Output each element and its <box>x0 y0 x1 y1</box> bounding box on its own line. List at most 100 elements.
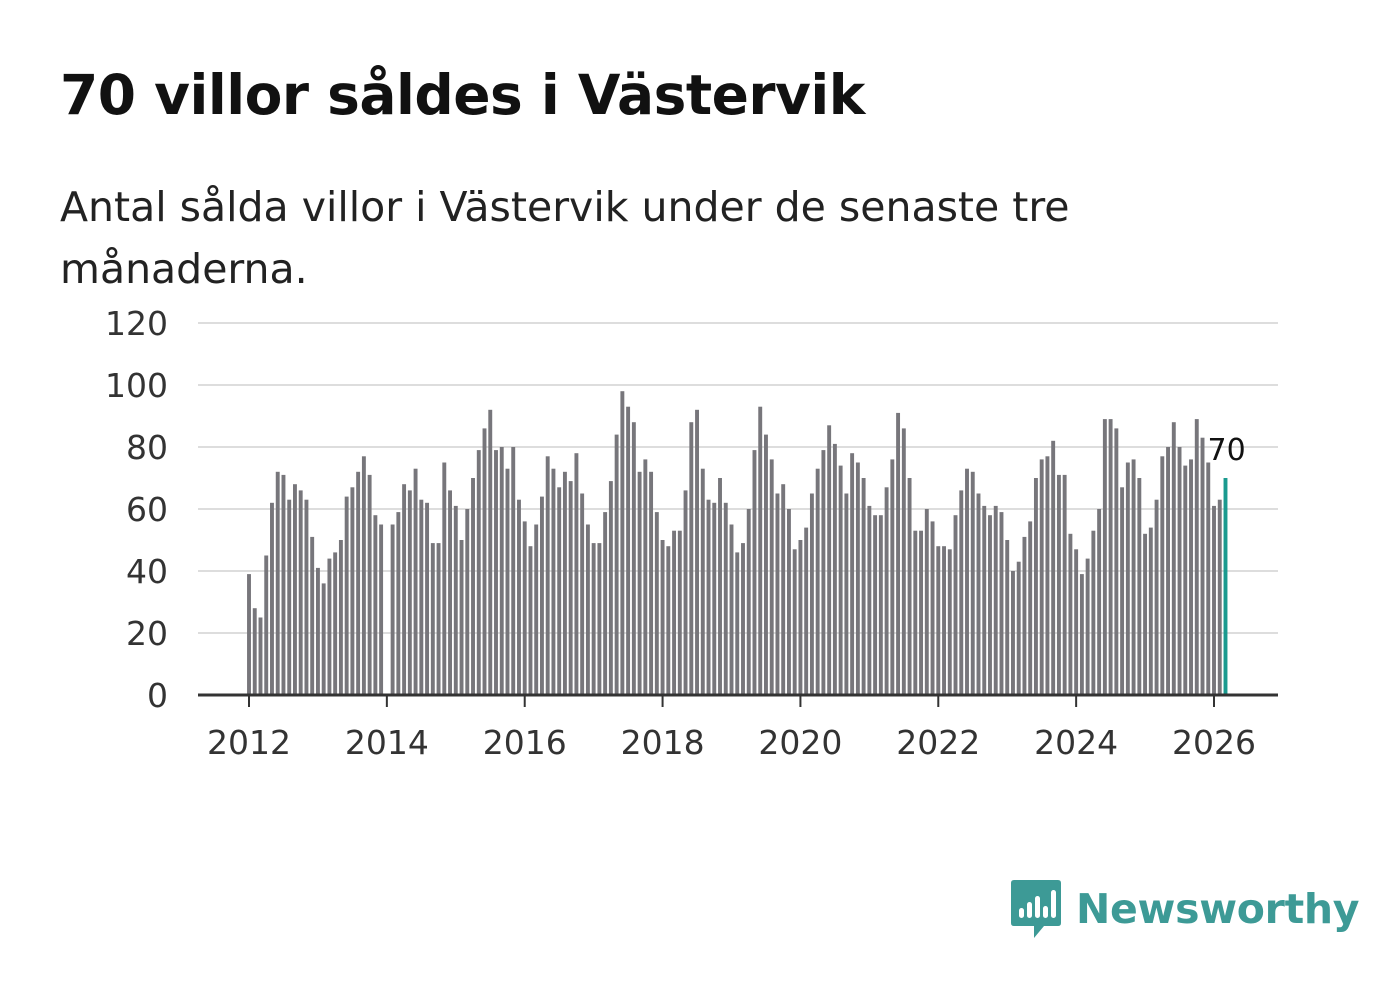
bar <box>850 453 855 695</box>
bar <box>1154 499 1159 695</box>
bar <box>695 409 699 695</box>
bar <box>965 468 969 695</box>
bar <box>959 490 964 695</box>
bar <box>700 468 705 695</box>
x-tick-label: 2016 <box>483 723 567 762</box>
bar <box>666 546 671 695</box>
bar <box>1102 419 1107 695</box>
bar <box>545 456 550 695</box>
bar <box>1212 505 1216 695</box>
bar <box>488 409 493 695</box>
bar <box>350 487 355 695</box>
bar <box>867 505 872 695</box>
bar <box>430 543 435 695</box>
bar <box>821 450 826 695</box>
bar <box>1005 540 1010 695</box>
bar <box>752 450 757 695</box>
y-tick-label: 20 <box>126 614 168 653</box>
y-tick-label: 100 <box>105 366 168 405</box>
bar <box>344 496 349 695</box>
bar <box>1217 499 1222 695</box>
bar <box>718 478 722 695</box>
bar <box>471 478 475 695</box>
bar <box>1189 459 1193 695</box>
bar <box>947 549 952 695</box>
bar <box>402 484 407 695</box>
bar <box>683 490 688 695</box>
bar <box>764 434 768 695</box>
bar <box>1200 437 1205 695</box>
bar <box>1177 447 1182 695</box>
bar <box>1114 428 1119 695</box>
bar <box>1045 456 1050 695</box>
bar <box>775 493 780 695</box>
bar <box>373 515 378 695</box>
bar <box>459 540 464 695</box>
bar <box>735 552 740 695</box>
bar <box>809 493 814 695</box>
bar <box>689 422 694 695</box>
bar <box>356 471 361 695</box>
bar <box>287 499 292 695</box>
bar <box>643 459 648 695</box>
bar <box>844 493 849 695</box>
bar <box>453 505 458 695</box>
brand-name: Newsworthy <box>1076 885 1360 933</box>
bar <box>1206 462 1211 695</box>
bar <box>832 443 837 695</box>
bar <box>1143 533 1148 695</box>
y-tick-label: 80 <box>126 428 168 467</box>
bar <box>1131 459 1136 695</box>
bar <box>597 543 602 695</box>
bar <box>568 481 573 695</box>
bar <box>1137 478 1142 695</box>
bar <box>924 509 929 695</box>
bar <box>379 524 384 695</box>
bar <box>614 434 619 695</box>
bar <box>608 481 613 695</box>
bar <box>1125 462 1130 695</box>
bar <box>746 509 751 695</box>
bar <box>298 490 303 695</box>
bar <box>798 540 803 695</box>
bar <box>649 471 654 695</box>
bar <box>660 540 665 695</box>
x-tick-label: 2020 <box>758 723 842 762</box>
bar <box>436 543 441 695</box>
bar <box>878 515 883 695</box>
bar <box>884 487 889 695</box>
bar <box>310 536 315 695</box>
bar <box>620 391 625 695</box>
bar <box>1148 527 1153 695</box>
bar <box>247 574 251 695</box>
bar <box>804 527 809 695</box>
bar <box>264 555 269 695</box>
bar <box>591 543 596 695</box>
bar <box>574 453 579 695</box>
bar <box>1039 459 1044 695</box>
bar <box>1074 549 1079 695</box>
bar <box>522 521 527 695</box>
highlight-bar <box>1223 478 1228 695</box>
bar <box>626 406 631 695</box>
bar <box>1091 530 1096 695</box>
bar <box>517 499 521 695</box>
highlight-value-label: 70 <box>1207 433 1245 468</box>
bar <box>758 406 763 695</box>
y-tick-label: 0 <box>147 676 168 715</box>
bar <box>539 496 544 695</box>
bar <box>896 412 901 695</box>
bar <box>580 493 585 695</box>
bar <box>706 499 711 695</box>
bar <box>1120 487 1125 695</box>
bar <box>792 549 797 695</box>
bar <box>855 462 860 695</box>
bar <box>631 422 636 695</box>
bar <box>982 505 987 695</box>
bar <box>390 524 395 695</box>
bar <box>361 456 366 695</box>
bar <box>942 546 946 695</box>
x-tick-label: 2012 <box>207 723 291 762</box>
bar <box>723 502 728 695</box>
